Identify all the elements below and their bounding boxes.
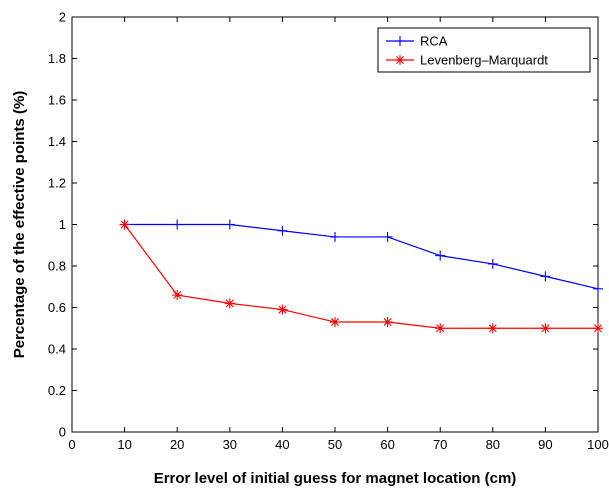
marker-stroke bbox=[383, 318, 392, 327]
series-1-point bbox=[593, 283, 603, 294]
marker-stroke bbox=[488, 324, 497, 333]
y-tick-label: 1.6 bbox=[48, 93, 66, 108]
y-tick-label: 0.4 bbox=[48, 342, 66, 357]
marker-stroke bbox=[594, 324, 602, 333]
y-tick-label: 1.2 bbox=[48, 176, 66, 191]
axis-ticks: 0 10 20 30 40 50 60 70 80 90 100 0 0.2 0.4 0.6 0.8 1 1.2 1… bbox=[48, 10, 609, 453]
series-2-line bbox=[124, 224, 598, 329]
y-tick-label: 0.8 bbox=[48, 259, 66, 274]
series-1-point bbox=[540, 271, 551, 282]
x-tick-label: 100 bbox=[587, 437, 609, 452]
y-axis-label: Percentage of the effective points (%) bbox=[11, 91, 28, 359]
y-tick-label: 1.8 bbox=[48, 51, 66, 66]
series-2-point bbox=[593, 323, 603, 334]
series-1-point bbox=[277, 225, 288, 236]
x-tick-label: 40 bbox=[275, 437, 289, 452]
x-tick-label: 70 bbox=[433, 437, 447, 452]
marker-stroke bbox=[396, 56, 404, 64]
series-1-point bbox=[435, 250, 446, 261]
legend-marker bbox=[395, 55, 405, 65]
y-tick-label: 2 bbox=[59, 10, 66, 25]
series-2-point bbox=[540, 323, 551, 334]
series-1-point bbox=[487, 258, 498, 269]
x-tick-label: 60 bbox=[380, 437, 394, 452]
x-tick-label: 80 bbox=[486, 437, 500, 452]
series-2-point bbox=[487, 323, 498, 334]
legend-entry: Levenberg–Marquardt bbox=[386, 53, 548, 68]
y-tick-label: 1 bbox=[59, 217, 66, 232]
series-1-point bbox=[172, 219, 183, 230]
x-tick-label: 30 bbox=[223, 437, 237, 452]
x-axis-label: Error level of initial guess for magnet … bbox=[154, 470, 517, 487]
y-tick-label: 1.4 bbox=[48, 134, 66, 149]
y-tick-label: 0.6 bbox=[48, 300, 66, 315]
x-tick-label: 50 bbox=[328, 437, 342, 452]
x-tick-label: 0 bbox=[68, 437, 75, 452]
marker-stroke bbox=[278, 305, 287, 314]
legend-box bbox=[377, 27, 591, 73]
marker-stroke bbox=[173, 291, 182, 300]
legend-label: RCA bbox=[420, 34, 448, 49]
series-2-point bbox=[330, 317, 340, 328]
series-2-point bbox=[224, 298, 235, 309]
marker-stroke bbox=[436, 324, 445, 333]
series-2-point bbox=[435, 323, 446, 334]
x-tick-label: 10 bbox=[117, 437, 131, 452]
series-1-line bbox=[124, 223, 599, 290]
series-layer bbox=[119, 219, 603, 334]
series-1-point bbox=[382, 231, 393, 242]
y-tick-label: 0.2 bbox=[48, 383, 66, 398]
series-2-point bbox=[277, 304, 288, 315]
legend-marker bbox=[395, 36, 405, 46]
marker-stroke bbox=[541, 324, 550, 333]
series-2-point bbox=[382, 317, 393, 328]
x-tick-label: 20 bbox=[170, 437, 184, 452]
legend: RCA Levenberg–Marquardt bbox=[377, 27, 591, 73]
marker-stroke bbox=[331, 318, 339, 327]
legend-label: Levenberg–Marquardt bbox=[420, 53, 548, 68]
marker-stroke bbox=[225, 299, 234, 308]
marker-stroke bbox=[120, 220, 129, 229]
series-2-point bbox=[172, 290, 183, 301]
x-tick-label: 90 bbox=[538, 437, 552, 452]
series-2-point bbox=[119, 219, 130, 230]
y-tick-label: 0 bbox=[59, 425, 66, 440]
series-1-point bbox=[330, 231, 340, 242]
legend-entry: RCA bbox=[386, 34, 448, 49]
series-1-point bbox=[224, 219, 235, 230]
